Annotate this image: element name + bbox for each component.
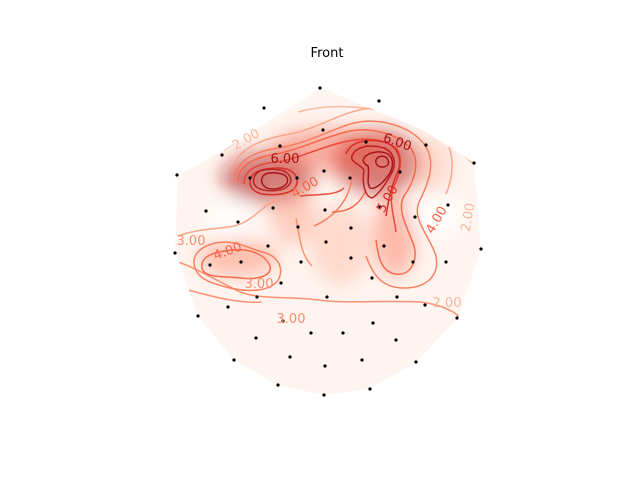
contour-label: 3.00 — [177, 234, 206, 249]
sensor-dot — [411, 260, 415, 264]
sensor-dot — [196, 314, 200, 318]
sensor-dot — [322, 393, 326, 397]
sensor-dot — [378, 205, 382, 209]
sensor-dot — [395, 295, 399, 299]
sensor-dot — [370, 276, 374, 280]
contour-label: 3.00 — [277, 312, 306, 327]
sensor-dot — [424, 143, 428, 147]
sensor-dot — [368, 387, 372, 391]
sensor-dot — [413, 215, 417, 219]
contour-line — [187, 289, 263, 304]
contour-line — [193, 241, 282, 292]
contour-line — [345, 139, 401, 217]
contour-line — [243, 138, 402, 233]
sensor-dot — [175, 173, 179, 177]
sensor-dot — [204, 209, 208, 213]
contour-line — [201, 248, 271, 280]
sensor-dot — [232, 358, 236, 362]
sensor-dot — [208, 263, 212, 267]
sensor-dot — [472, 161, 476, 165]
sensor-dot — [323, 208, 327, 212]
sensor-dot — [321, 128, 325, 132]
sensor-dot — [288, 355, 292, 359]
sensor-dot — [322, 169, 326, 173]
contour-label: 6.00 — [271, 152, 300, 167]
sensor-dot — [173, 251, 177, 255]
sensor-dot — [323, 364, 327, 368]
sensor-dot — [394, 338, 398, 342]
contour-line — [351, 145, 396, 199]
sensor-dot — [295, 176, 299, 180]
contour-line — [313, 177, 353, 227]
sensor-dot — [254, 336, 258, 340]
sensor-dot — [248, 176, 252, 180]
field-region — [373, 193, 417, 277]
sensor-dot — [341, 331, 345, 335]
sensor-dot — [299, 260, 303, 264]
sensor-dot — [364, 140, 368, 144]
contour-lines — [177, 105, 475, 319]
sensor-dot — [377, 99, 381, 103]
sensor-dot — [325, 295, 329, 299]
sensor-dot — [349, 256, 353, 260]
sensor-dot — [371, 321, 375, 325]
sensor-dot — [262, 106, 266, 110]
contour-line — [233, 120, 438, 289]
contour-label: 2.00 — [459, 202, 479, 233]
sensor-dot — [318, 86, 322, 90]
field-region — [310, 205, 370, 285]
contour-line — [299, 187, 345, 197]
sensor-dot — [324, 240, 328, 244]
chart-title: Front — [311, 46, 344, 61]
field-region — [271, 185, 315, 245]
contour-line — [331, 189, 367, 213]
sensor-dot — [398, 170, 402, 174]
contour-line — [177, 199, 277, 237]
field-region — [198, 240, 278, 276]
contour-line — [295, 217, 313, 267]
sensor-dot — [226, 305, 230, 309]
sensor-dot — [236, 220, 240, 224]
sensor-dot — [414, 360, 418, 364]
contour-line — [177, 261, 461, 319]
sensor-dot — [349, 226, 353, 230]
sensor-dot — [271, 206, 275, 210]
contour-label: 3.00 — [245, 277, 274, 292]
sensor-dot — [220, 153, 224, 157]
sensor-dot — [276, 383, 280, 387]
field-region — [208, 204, 252, 232]
sensor-dot — [281, 319, 285, 323]
sensor-dot — [239, 260, 243, 264]
sensor-dot — [444, 260, 448, 264]
contour-line — [260, 172, 289, 190]
contour-line — [375, 155, 390, 168]
contour-line — [362, 151, 394, 190]
sensor-dot — [479, 247, 483, 251]
sensor-dot — [423, 303, 427, 307]
contour-label: 2.00 — [433, 296, 462, 311]
sensor-markers — [173, 86, 483, 397]
topomap-field — [175, 88, 481, 395]
sensor-dot — [309, 331, 313, 335]
sensor-dot — [382, 244, 386, 248]
sensor-dot — [360, 358, 364, 362]
contour-line — [252, 168, 292, 192]
sensor-dot — [348, 176, 352, 180]
sensor-dot — [296, 225, 300, 229]
sensor-dot — [255, 295, 259, 299]
sensor-dot — [455, 316, 459, 320]
sensor-dot — [279, 281, 283, 285]
contour-line — [237, 129, 417, 275]
sensor-dot — [266, 244, 270, 248]
sensor-dot — [446, 203, 450, 207]
sensor-dot — [278, 144, 282, 148]
